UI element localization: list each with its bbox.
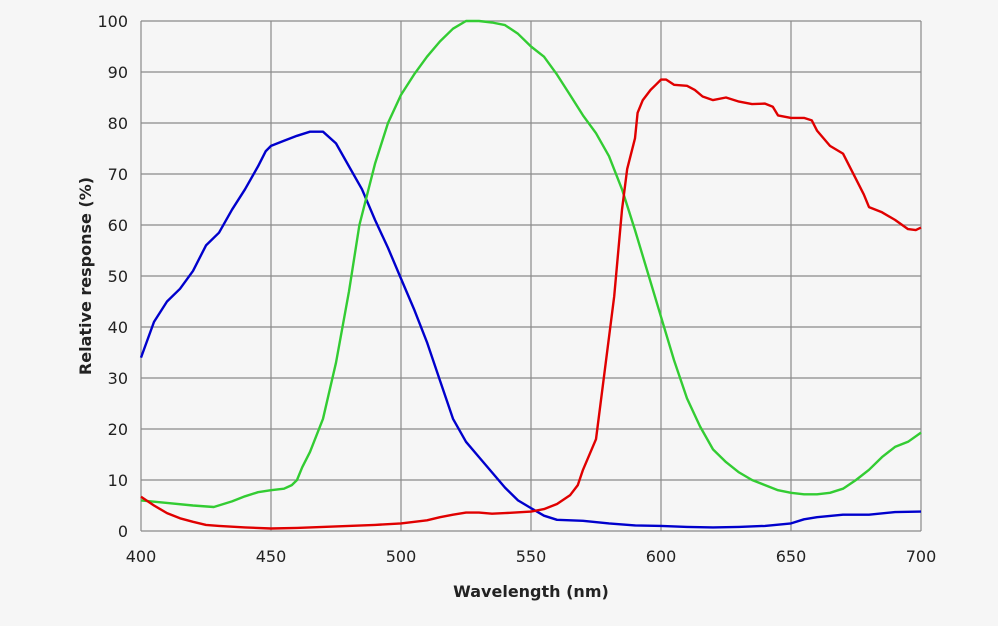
series-lines <box>139 19 922 530</box>
y-tick-label: 70 <box>108 165 128 184</box>
x-tick-label: 450 <box>256 547 287 566</box>
y-tick-label: 0 <box>118 522 128 541</box>
x-tick-labels: 400 450 500 550 600 650 700 <box>126 547 937 566</box>
y-tick-label: 40 <box>108 318 128 337</box>
y-tick-label: 20 <box>108 420 128 439</box>
y-tick-label: 80 <box>108 114 128 133</box>
y-tick-label: 50 <box>108 267 128 286</box>
x-axis-label: Wavelength (nm) <box>453 582 609 601</box>
green-response-line <box>140 19 922 509</box>
y-tick-labels: 0 10 20 30 40 50 60 70 80 90 100 <box>97 12 128 541</box>
y-tick-label: 90 <box>108 63 128 82</box>
x-tick-label: 600 <box>646 547 677 566</box>
red-response-line <box>140 78 922 530</box>
y-tick-label: 60 <box>108 216 128 235</box>
y-axis-label: Relative response (%) <box>76 177 95 375</box>
x-tick-label: 650 <box>776 547 807 566</box>
y-tick-label: 100 <box>97 12 128 31</box>
x-tick-label: 400 <box>126 547 157 566</box>
y-tick-label: 10 <box>108 471 128 490</box>
blue-response-line <box>139 130 922 529</box>
x-tick-label: 700 <box>906 547 937 566</box>
x-tick-label: 500 <box>386 547 417 566</box>
grid <box>140 20 922 532</box>
y-tick-label: 30 <box>108 369 128 388</box>
x-tick-label: 550 <box>516 547 547 566</box>
